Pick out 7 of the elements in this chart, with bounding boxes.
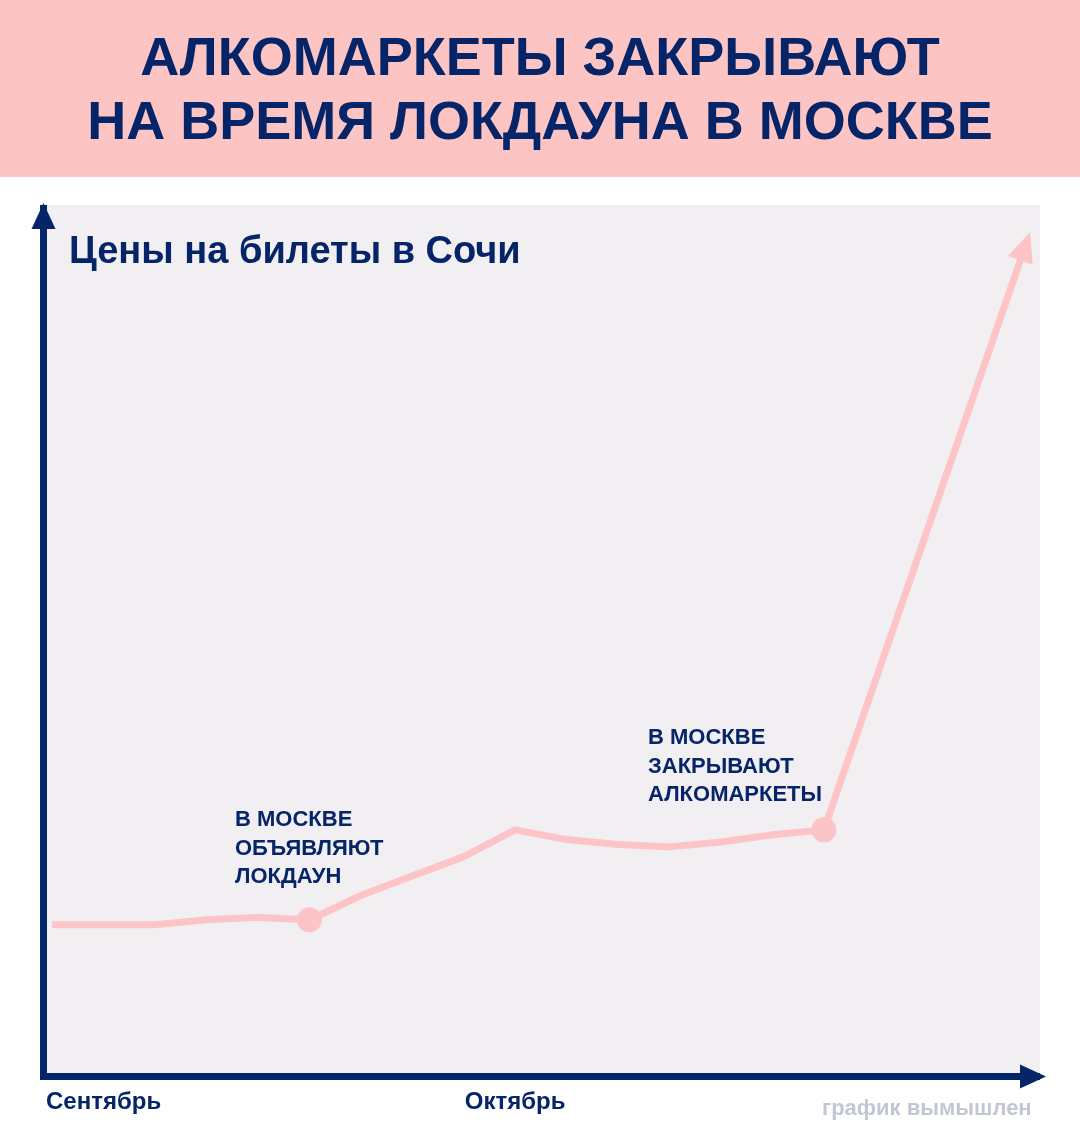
- chart-title: АЛКОМАРКЕТЫ ЗАКРЫВАЮТ НА ВРЕМЯ ЛОКДАУНА В МОСКВЕ: [87, 24, 993, 152]
- text: Цены на билеты в Сочи: [69, 229, 521, 271]
- annotation: В МОСКВЕ ОБЪЯВЛЯЮТ ЛОКДАУН: [235, 806, 384, 889]
- x-tick-label: Октябрь: [464, 1086, 566, 1114]
- text: В МОСКВЕ ЗАКРЫВАЮТ АЛКОМАРКЕТЫ: [648, 724, 823, 807]
- x-tick-label: Сентябрь: [46, 1086, 162, 1114]
- text: график вымышлен: [822, 1095, 1032, 1120]
